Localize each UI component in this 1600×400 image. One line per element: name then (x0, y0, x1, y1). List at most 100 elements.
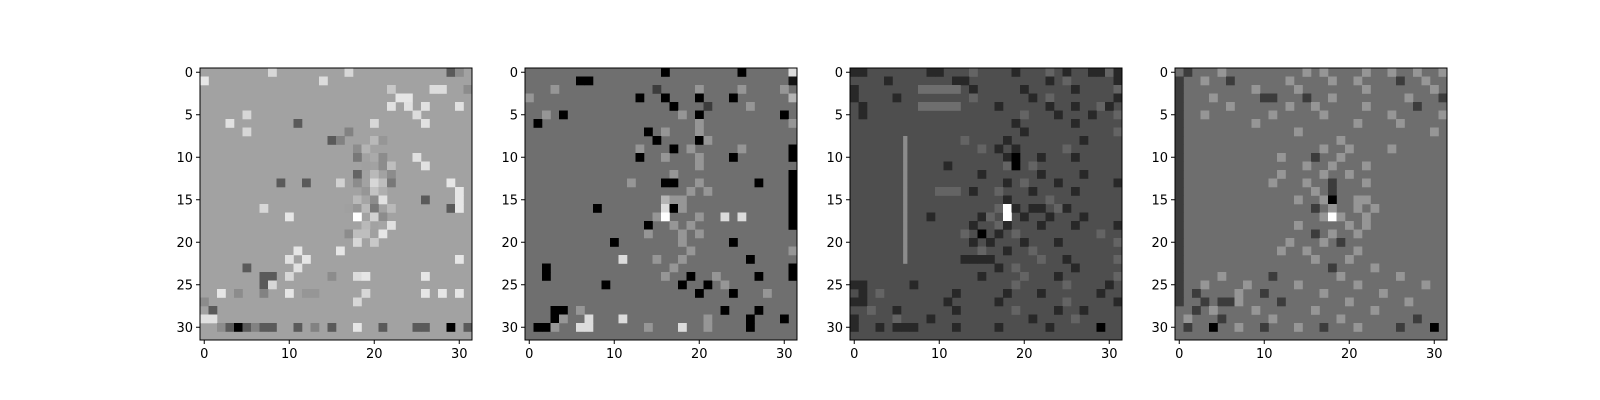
heatmap-cell (703, 280, 713, 290)
heatmap-cell (1113, 221, 1123, 230)
heatmap-cell (1071, 314, 1080, 324)
heatmap-cell (1260, 323, 1269, 332)
heatmap-cell (446, 178, 456, 188)
y-tick-label: 30 (1151, 321, 1168, 336)
heatmap-cell (943, 187, 953, 196)
heatmap-cell (1175, 229, 1184, 239)
heatmap-cell (1311, 229, 1320, 239)
y-tick-label: 10 (826, 151, 843, 166)
heatmap-cell (669, 144, 679, 154)
heatmap-cell (652, 212, 662, 222)
heatmap-cell (1062, 68, 1072, 77)
heatmap-cell (412, 153, 422, 162)
heatmap-cell (1020, 238, 1029, 247)
heatmap-cell (353, 212, 362, 222)
heatmap-cell (1011, 204, 1021, 213)
heatmap-cell (1209, 93, 1218, 103)
y-tick-label: 15 (826, 193, 843, 208)
heatmap-cell (1362, 212, 1371, 222)
heatmap-cell (994, 204, 1004, 213)
heatmap-cell (1037, 221, 1046, 230)
heatmap-cell (788, 204, 798, 213)
heatmap-cell (1028, 246, 1038, 256)
heatmap-cell (1071, 85, 1080, 94)
heatmap-cell (952, 289, 961, 298)
heatmap-cell (1294, 195, 1303, 205)
heatmap-cell (370, 178, 379, 188)
heatmap-cell (1336, 272, 1346, 281)
heatmap-cell (1175, 93, 1184, 103)
heatmap-cell (1396, 119, 1405, 128)
heatmap-cell (1217, 68, 1227, 77)
heatmap-cell (1277, 170, 1286, 179)
heatmap-cell (302, 289, 311, 298)
x-tick-label: 20 (691, 347, 708, 362)
heatmap-cell (788, 246, 798, 256)
heatmap-cell (1175, 204, 1184, 213)
heatmap-cell (1345, 221, 1354, 230)
heatmap-cell (1028, 314, 1038, 324)
heatmap-cell (1285, 76, 1295, 86)
heatmap-cell (353, 195, 362, 205)
heatmap-cell (1113, 238, 1123, 247)
heatmap-cell (1438, 93, 1448, 103)
y-tick-label: 20 (1151, 236, 1168, 251)
heatmap-cell (1071, 153, 1080, 162)
heatmap-cell (788, 187, 798, 196)
heatmap-cell (1105, 68, 1114, 77)
heatmap-cell (780, 85, 789, 94)
heatmap-cell (850, 93, 859, 103)
heatmap-cell (1113, 255, 1123, 264)
heatmap-cell (1226, 297, 1235, 307)
heatmap-cell (746, 323, 755, 332)
y-tick-label: 5 (185, 108, 193, 123)
heatmap-cell (1011, 119, 1021, 128)
heatmap-cell (353, 323, 362, 332)
heatmap-cell (1028, 187, 1038, 196)
heatmap-cell (559, 306, 568, 315)
heatmap-cell (1183, 68, 1193, 77)
heatmap-image (200, 68, 472, 340)
heatmap-cell (1011, 68, 1021, 77)
heatmap-cell (644, 221, 653, 230)
heatmap-cell (1413, 314, 1422, 324)
heatmap-cell (1175, 238, 1184, 247)
heatmap-cell (353, 144, 362, 154)
heatmap-cell (754, 178, 764, 188)
heatmap-cell (1011, 161, 1021, 171)
heatmap-panel-2: 0 10 20 30 0 5 10 15 20 25 30 (501, 66, 798, 362)
heatmap-cell (903, 246, 908, 256)
heatmap-cell (302, 255, 311, 264)
heatmap-cell (1430, 85, 1439, 94)
heatmap-cell (1175, 153, 1184, 162)
heatmap-cell (627, 178, 636, 188)
heatmap-cell (429, 85, 439, 94)
heatmap-cell (550, 323, 560, 332)
heatmap-cell (867, 306, 876, 315)
heatmap-cell (1260, 289, 1269, 298)
heatmap-cell (446, 204, 456, 213)
heatmap-cell (1062, 297, 1072, 307)
heatmap-cell (977, 170, 987, 179)
heatmap-cell (1020, 212, 1029, 222)
heatmap-cell (1175, 127, 1184, 137)
heatmap-cell (1003, 289, 1012, 298)
heatmap-cell (1175, 212, 1184, 222)
heatmap-cell (737, 68, 747, 77)
heatmap-cell (1003, 221, 1012, 230)
heatmap-cell (217, 323, 226, 332)
heatmap-cell (1268, 110, 1278, 120)
heatmap-cell (1062, 144, 1072, 154)
heatmap-cell (1037, 255, 1046, 264)
heatmap-cell (1353, 204, 1363, 213)
heatmap-cell (1175, 161, 1184, 171)
heatmap-cell (1311, 187, 1320, 196)
heatmap-cell (729, 238, 738, 247)
heatmap-cell (661, 127, 670, 137)
heatmap-cell (1268, 272, 1278, 281)
heatmap-cell (661, 195, 670, 205)
heatmap-cell (737, 85, 747, 94)
heatmap-cell (1054, 204, 1063, 213)
heatmap-cell (217, 289, 226, 298)
